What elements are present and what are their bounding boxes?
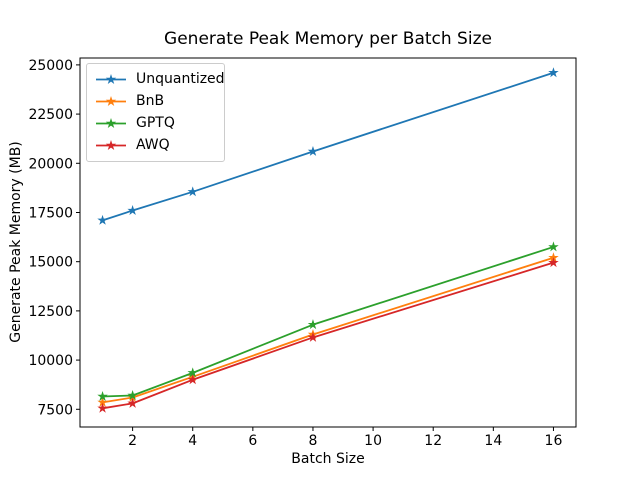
- svg-text:12: 12: [424, 433, 442, 449]
- svg-text:8: 8: [309, 433, 318, 449]
- legend-item-bnb: BnB: [95, 90, 224, 112]
- series-unquantized: [97, 67, 559, 225]
- bnb-line-marker-icon: [96, 95, 126, 106]
- legend: Unquantized BnB GPTQ AWQ: [86, 63, 225, 162]
- svg-text:25000: 25000: [28, 58, 73, 74]
- gptq-line-marker-icon: [96, 117, 126, 128]
- y-axis-ticks: 7500 10000 12500 15000 17500 20000 22500 25000: [28, 58, 80, 418]
- legend-item-unquantized: Unquantized: [95, 68, 225, 90]
- svg-text:12500: 12500: [28, 304, 73, 320]
- svg-text:16: 16: [545, 433, 563, 449]
- svg-text:14: 14: [484, 433, 502, 449]
- legend-item-gptq: GPTQ: [95, 112, 224, 134]
- legend-label: GPTQ: [136, 115, 175, 131]
- axes-spines: [79, 57, 577, 428]
- svg-text:10000: 10000: [28, 353, 73, 369]
- awq-line-marker-icon: [96, 139, 126, 150]
- y-axis-label: Generate Peak Memory (MB): [8, 141, 24, 343]
- legend-label: BnB: [136, 93, 165, 109]
- series-gptq: [97, 241, 559, 401]
- legend-label: Unquantized: [136, 71, 225, 87]
- legend-label: AWQ: [136, 137, 170, 153]
- svg-text:10: 10: [364, 433, 382, 449]
- svg-text:15000: 15000: [28, 255, 73, 271]
- unquantized-line-marker-icon: [96, 73, 126, 84]
- svg-text:4: 4: [188, 433, 197, 449]
- svg-text:20000: 20000: [28, 156, 73, 172]
- svg-text:2: 2: [128, 433, 137, 449]
- svg-text:7500: 7500: [37, 402, 73, 418]
- svg-text:17500: 17500: [28, 205, 73, 221]
- chart-title: Generate Peak Memory per Batch Size: [164, 29, 492, 49]
- svg-text:6: 6: [248, 433, 257, 449]
- svg-text:22500: 22500: [28, 107, 73, 123]
- x-axis-label: Batch Size: [291, 451, 365, 467]
- legend-item-awq: AWQ: [95, 134, 224, 156]
- series-awq: [97, 257, 559, 413]
- x-axis-ticks: 2 4 6 8 10 12 14 16: [128, 427, 562, 449]
